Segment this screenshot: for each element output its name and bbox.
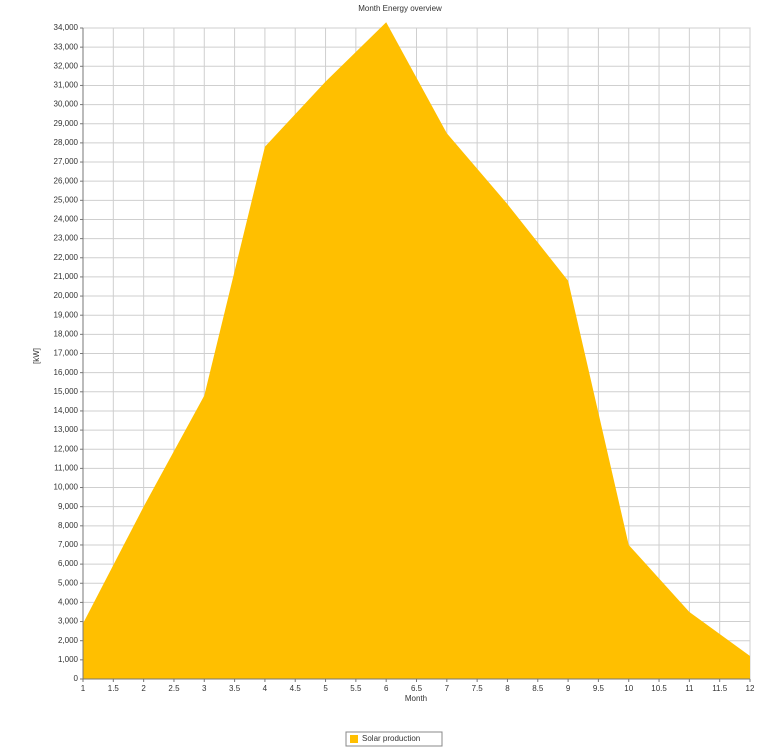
x-tick-label: 9.5	[593, 684, 605, 693]
y-tick-label: 3,000	[58, 617, 79, 626]
x-tick-label: 2	[141, 684, 146, 693]
y-tick-label: 12,000	[54, 444, 79, 453]
y-axis-label: [kW]	[32, 348, 41, 364]
x-tick-label: 5	[323, 684, 328, 693]
x-tick-label: 6	[384, 684, 389, 693]
y-tick-label: 14,000	[54, 406, 79, 415]
y-tick-label: 27,000	[54, 157, 79, 166]
y-tick-label: 8,000	[58, 521, 79, 530]
y-tick-label: 2,000	[58, 636, 79, 645]
x-tick-label: 12	[746, 684, 755, 693]
y-tick-label: 1,000	[58, 655, 79, 664]
y-tick-label: 9,000	[58, 502, 79, 511]
y-tick-label: 21,000	[54, 272, 79, 281]
y-tick-label: 4,000	[58, 598, 79, 607]
y-tick-label: 26,000	[54, 176, 79, 185]
x-tick-label: 10.5	[651, 684, 667, 693]
x-tick-label: 4.5	[290, 684, 302, 693]
y-tick-label: 30,000	[54, 100, 79, 109]
y-tick-label: 17,000	[54, 349, 79, 358]
y-tick-label: 22,000	[54, 253, 79, 262]
x-tick-label: 3	[202, 684, 207, 693]
x-tick-label: 6.5	[411, 684, 423, 693]
x-tick-label: 10	[624, 684, 633, 693]
x-tick-label: 5.5	[350, 684, 362, 693]
x-tick-label: 8.5	[532, 684, 544, 693]
y-tick-label: 23,000	[54, 234, 79, 243]
y-tick-label: 11,000	[54, 463, 78, 472]
x-tick-label: 7.5	[472, 684, 484, 693]
y-tick-label: 5,000	[58, 578, 79, 587]
x-tick-label: 7	[445, 684, 450, 693]
x-axis-label: Month	[405, 694, 427, 703]
y-tick-label: 16,000	[54, 368, 79, 377]
x-tick-label: 1	[81, 684, 86, 693]
y-tick-label: 25,000	[54, 195, 79, 204]
y-tick-label: 10,000	[54, 483, 79, 492]
x-tick-label: 11	[685, 684, 694, 693]
chart-title: Month Energy overview	[358, 4, 442, 13]
y-tick-label: 7,000	[58, 540, 79, 549]
y-tick-label: 6,000	[58, 559, 79, 568]
x-tick-label: 2.5	[168, 684, 180, 693]
y-tick-label: 20,000	[54, 291, 79, 300]
x-tick-label: 9	[566, 684, 571, 693]
y-tick-label: 34,000	[54, 23, 79, 32]
x-tick-label: 1.5	[108, 684, 120, 693]
y-tick-label: 31,000	[54, 81, 79, 90]
x-tick-label: 3.5	[229, 684, 241, 693]
legend-label: Solar production	[362, 734, 420, 743]
y-tick-label: 0	[74, 674, 79, 683]
y-tick-label: 32,000	[54, 61, 79, 70]
x-tick-label: 11.5	[712, 684, 728, 693]
y-tick-label: 24,000	[54, 215, 79, 224]
y-tick-label: 19,000	[54, 310, 79, 319]
y-tick-label: 29,000	[54, 119, 79, 128]
x-tick-label: 4	[263, 684, 268, 693]
x-tick-label: 8	[505, 684, 510, 693]
legend-box	[345, 731, 443, 747]
y-tick-label: 13,000	[54, 425, 79, 434]
y-tick-label: 18,000	[54, 329, 79, 338]
area	[83, 22, 750, 680]
y-tick-label: 33,000	[54, 42, 79, 51]
y-tick-label: 15,000	[54, 387, 79, 396]
legend-swatch	[350, 735, 358, 743]
y-tick-label: 28,000	[54, 138, 79, 147]
